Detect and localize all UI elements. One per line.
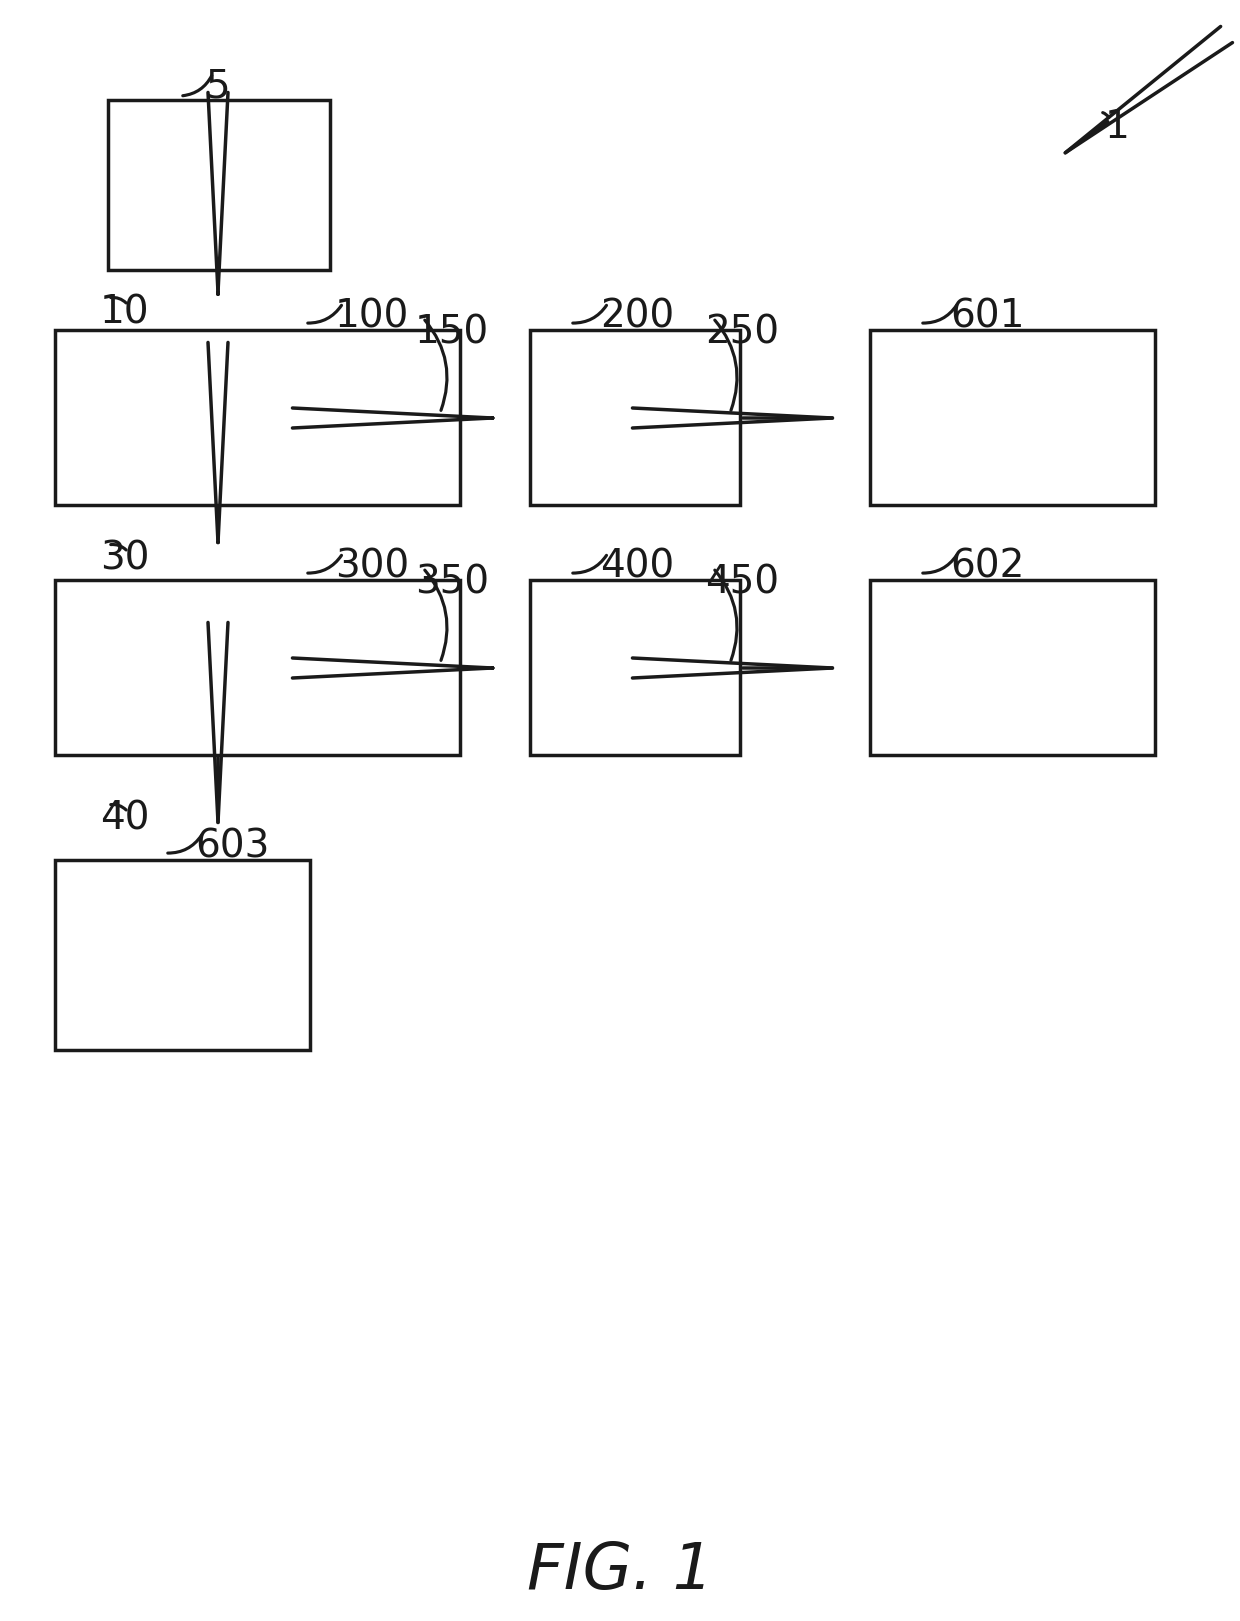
Text: 150: 150 [415,313,490,352]
Text: 400: 400 [600,548,675,587]
Text: 100: 100 [335,298,409,336]
Text: 300: 300 [335,548,409,587]
Text: 40: 40 [100,801,150,838]
Bar [529,580,740,755]
Bar [55,331,460,506]
Text: 10: 10 [100,293,150,331]
Text: 603: 603 [195,828,269,866]
Text: 350: 350 [415,562,489,601]
Bar [55,580,460,755]
Text: 200: 200 [600,298,675,336]
Bar [870,331,1154,506]
Text: 602: 602 [950,548,1024,587]
Text: 30: 30 [100,540,150,579]
Bar [529,331,740,506]
Text: FIG. 1: FIG. 1 [527,1540,713,1602]
Bar [108,101,330,271]
Bar [870,580,1154,755]
Text: 250: 250 [706,313,779,352]
Text: 5: 5 [205,68,229,105]
Text: 450: 450 [706,562,779,601]
Bar [55,861,310,1050]
Text: 1: 1 [1105,109,1130,146]
Text: 601: 601 [950,298,1024,336]
